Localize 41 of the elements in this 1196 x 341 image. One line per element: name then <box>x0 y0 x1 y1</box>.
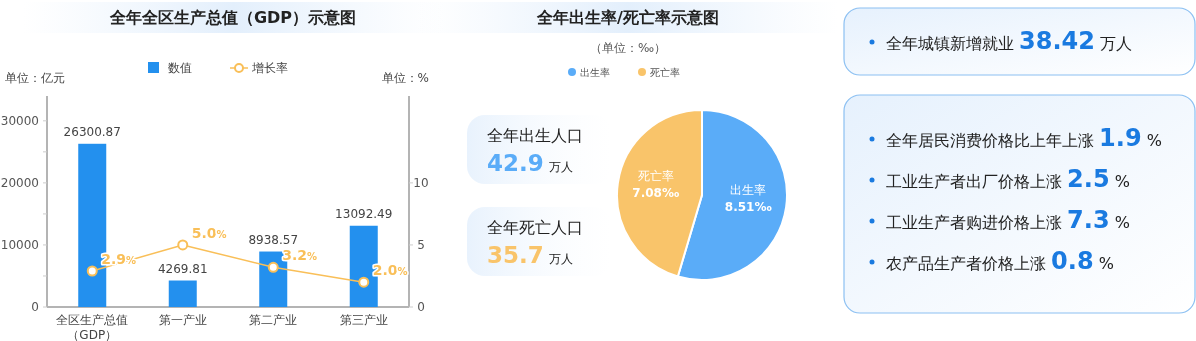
x-tick-label: 全区生产总值（GDP） <box>56 313 129 341</box>
y2-tick-label: 0 <box>417 300 425 314</box>
text: 全年居民消费价格比上年上涨 1.9 % <box>886 124 1162 152</box>
point <box>267 261 279 273</box>
chart-title: 全年全区生产总值（GDP）示意图 <box>108 8 357 27</box>
data-label: 13092.49 <box>335 206 393 221</box>
text: 工业生产者出厂价格上涨 2.5 % <box>886 165 1130 193</box>
data-label: 4269.81 <box>157 261 208 276</box>
text: 全年城镇新增就业 38.42 万人 <box>886 27 1133 55</box>
y2-tick-label: 10 <box>413 175 429 190</box>
data-label: 7.08‰ <box>632 186 680 201</box>
point <box>358 276 370 288</box>
y-tick-label: 20000 <box>0 175 39 190</box>
legend-label: 数值 <box>168 61 192 75</box>
y2-axis-title: 单位：% <box>381 71 429 85</box>
legend-label: 增长率 <box>251 61 288 75</box>
data-label: 8938.57 <box>248 232 299 247</box>
x-tick-label: 第三产业 <box>339 313 388 327</box>
text: 农产品生产者价格上涨 0.8 % <box>886 247 1114 275</box>
data-label: 5.0% <box>191 224 227 241</box>
chart-subtitle: （单位：‰） <box>589 41 667 55</box>
y-tick-label: 10000 <box>0 237 39 252</box>
x-tick-label: 第二产业 <box>249 313 298 327</box>
data-label: 26300.87 <box>63 124 121 139</box>
slice-label: 出生率 <box>730 182 767 197</box>
y-tick-label: 30000 <box>0 113 39 128</box>
y2-tick-label: 5 <box>417 237 425 252</box>
data-label: 8.51‰ <box>724 199 772 214</box>
text: 全年出生人口 42.9 万人 <box>487 126 583 176</box>
text: 全年死亡人口 35.7 万人 <box>487 218 583 268</box>
text: 工业生产者购进价格上涨 7.3 % <box>886 206 1130 234</box>
x-tick-label: 第一产业 <box>158 313 207 327</box>
legend-label: 出生率 <box>580 67 610 78</box>
bar <box>168 280 197 307</box>
chart-title: 全年出生率/死亡率示意图 <box>536 8 719 27</box>
point <box>177 239 189 251</box>
y-axis-title: 单位：亿元 <box>5 71 65 85</box>
y-tick-label: 0 <box>31 300 39 314</box>
slice-label: 死亡率 <box>637 169 674 184</box>
point <box>86 265 98 277</box>
legend-label: 死亡率 <box>650 67 680 78</box>
